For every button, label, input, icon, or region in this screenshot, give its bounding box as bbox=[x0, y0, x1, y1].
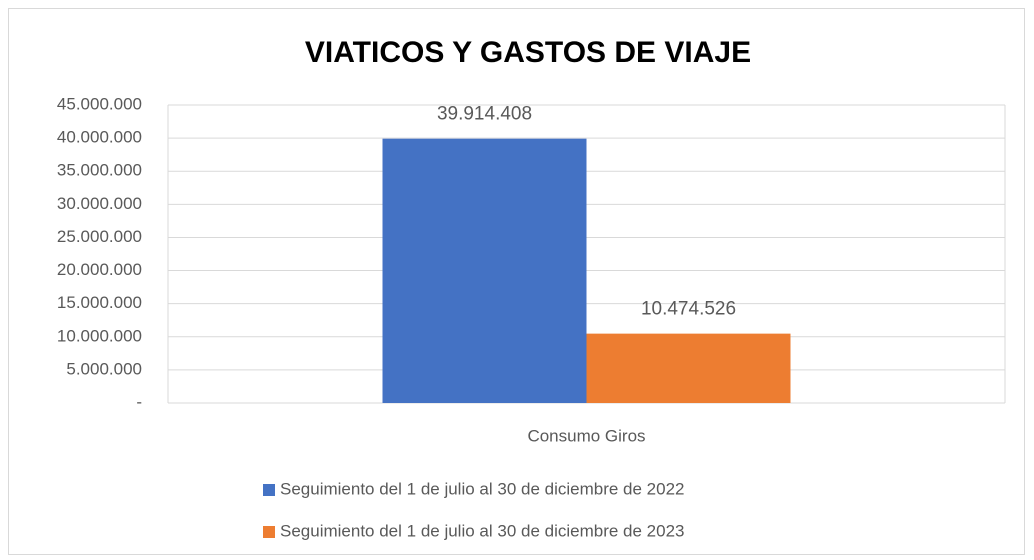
y-tick-label: 40.000.000 bbox=[57, 128, 142, 147]
y-tick-label: 20.000.000 bbox=[57, 260, 142, 279]
legend-swatch bbox=[263, 526, 275, 538]
value-label: 10.474.526 bbox=[641, 299, 736, 320]
y-tick-label: 35.000.000 bbox=[57, 161, 142, 180]
chart-title: VIATICOS Y GASTOS DE VIAJE bbox=[305, 36, 751, 69]
bar bbox=[586, 333, 791, 403]
legend-label: Seguimiento del 1 de julio al 30 de dici… bbox=[280, 521, 685, 540]
legend-swatch bbox=[263, 484, 275, 496]
value-label: 39.914.408 bbox=[437, 104, 532, 125]
y-tick-label: 5.000.000 bbox=[66, 359, 142, 378]
y-tick-label: - bbox=[136, 392, 142, 411]
y-tick-label: 45.000.000 bbox=[57, 94, 142, 113]
x-tick-label: Consumo Giros bbox=[527, 426, 645, 445]
y-tick-label: 30.000.000 bbox=[57, 194, 142, 213]
y-tick-label: 15.000.000 bbox=[57, 293, 142, 312]
y-tick-label: 25.000.000 bbox=[57, 227, 142, 246]
legend-label: Seguimiento del 1 de julio al 30 de dici… bbox=[280, 479, 685, 498]
y-tick-label: 10.000.000 bbox=[57, 326, 142, 345]
bar bbox=[382, 138, 587, 403]
